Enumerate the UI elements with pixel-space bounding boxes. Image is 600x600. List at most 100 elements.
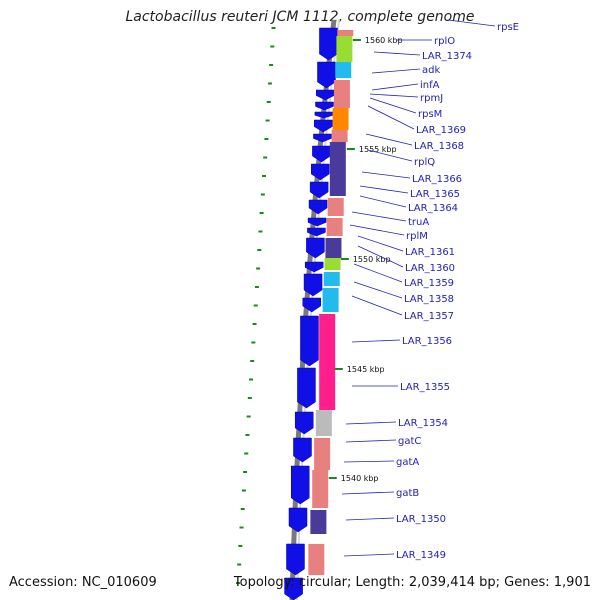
gene-label[interactable]: LAR_1369 (416, 125, 466, 136)
gene-label[interactable]: rplQ (414, 157, 435, 168)
leader-line (353, 281, 403, 299)
gene-label[interactable]: truA (408, 217, 429, 228)
leader-line (357, 245, 404, 268)
leader-line (447, 19, 496, 27)
gene-label[interactable]: infA (420, 80, 440, 91)
leader-line (371, 83, 419, 91)
gene-arrow (308, 199, 328, 215)
leader-line (353, 263, 403, 283)
gene-label[interactable]: LAR_1374 (422, 51, 472, 62)
feature-block (335, 62, 352, 78)
gene-label[interactable]: LAR_1366 (412, 174, 462, 185)
kbp-label: 1545 kbp (347, 365, 385, 374)
leader-line (367, 149, 413, 162)
leader-line (345, 517, 395, 521)
gene-arrow (307, 227, 326, 237)
gene-label[interactable]: LAR_1356 (402, 336, 452, 347)
leader-line (365, 133, 413, 146)
feature-block (312, 470, 329, 508)
leader-line (341, 491, 395, 495)
gene-label[interactable]: gatB (396, 488, 419, 499)
gene-arrow (306, 237, 325, 259)
leader-line (367, 105, 415, 130)
gene-label[interactable]: LAR_1368 (414, 141, 464, 152)
gene-arrow (304, 261, 324, 273)
gene-label[interactable]: LAR_1354 (398, 418, 448, 429)
kbp-label: 1550 kbp (353, 255, 391, 264)
gene-arrow (293, 437, 312, 463)
gene-label[interactable]: LAR_1349 (396, 550, 446, 561)
feature-block (337, 30, 354, 36)
leader-line (369, 93, 419, 98)
feature-block (327, 198, 344, 216)
gene-label[interactable]: LAR_1357 (404, 311, 454, 322)
leader-line (351, 339, 401, 343)
gene-label[interactable]: LAR_1350 (396, 514, 446, 525)
leader-line (359, 195, 407, 208)
gene-label[interactable]: gatC (398, 436, 421, 447)
feature-block (315, 410, 332, 436)
gene-label[interactable]: rpmJ (420, 93, 443, 104)
leader-line (343, 460, 395, 463)
gene-arrow (313, 119, 333, 133)
kbp-label: 1540 kbp (341, 474, 379, 483)
gene-label[interactable]: LAR_1359 (404, 278, 454, 289)
gene-label[interactable]: LAR_1365 (410, 189, 460, 200)
gene-arrow (297, 367, 316, 409)
leader-line (351, 211, 407, 222)
gene-arrow (315, 89, 335, 101)
gene-arrow (312, 145, 331, 163)
gene-arrow (300, 315, 319, 367)
feature-block (314, 438, 331, 470)
gene-label[interactable]: LAR_1361 (405, 247, 455, 258)
gene-label[interactable]: rplO (434, 36, 455, 47)
leader-line (351, 295, 403, 316)
feature-block (323, 272, 340, 286)
leader-line (345, 439, 397, 443)
gene-label[interactable]: LAR_1360 (405, 263, 455, 274)
leader-line (359, 185, 409, 194)
gene-label[interactable]: LAR_1364 (408, 203, 458, 214)
gene-label[interactable]: rplM (406, 231, 428, 242)
leader-line (373, 51, 421, 56)
gene-arrow (284, 577, 303, 600)
gene-arrow (313, 133, 332, 143)
gene-arrow (302, 297, 322, 313)
kbp-label: 1555 kbp (359, 145, 397, 154)
outer-ticks (235, 27, 276, 584)
gene-arrow (294, 411, 314, 435)
leader-line (357, 235, 404, 252)
feature-block (325, 238, 342, 258)
feature-block (333, 80, 350, 108)
leader-line (369, 97, 417, 114)
gene-label[interactable]: gatA (396, 457, 419, 468)
feature-block (329, 142, 346, 196)
gene-arrow (315, 101, 334, 111)
feature-block (319, 314, 336, 410)
feature-block (310, 510, 327, 534)
leader-line (361, 171, 411, 179)
gene-arrow (317, 61, 336, 89)
feature-block (332, 108, 349, 130)
kbp-markers: 1560 kbp 1555 kbp 1550 kbp 1545 kbp 1540 kbp (328, 36, 403, 483)
gene-arrow (290, 465, 310, 505)
gene-arrow (319, 27, 338, 61)
gene-label[interactable]: LAR_1355 (400, 382, 450, 393)
feature-block (308, 544, 325, 575)
feature-block (336, 36, 353, 62)
kbp-label: 1560 kbp (365, 36, 403, 45)
gene-label[interactable]: rpsM (418, 109, 442, 120)
gene-arrow (307, 217, 327, 227)
leader-line (343, 553, 395, 557)
gene-arrow (286, 543, 305, 576)
gene-label[interactable]: rpsE (497, 22, 519, 33)
gene-arrow (311, 163, 330, 181)
gene-arrow (309, 181, 329, 199)
gene-arrow (314, 111, 334, 119)
gene-label[interactable]: adk (422, 65, 440, 76)
map-title: Lactobacillus reuteri JCM 1112, complete… (125, 9, 475, 25)
gene-label[interactable]: LAR_1358 (404, 294, 454, 305)
gene-arrow (288, 507, 308, 533)
